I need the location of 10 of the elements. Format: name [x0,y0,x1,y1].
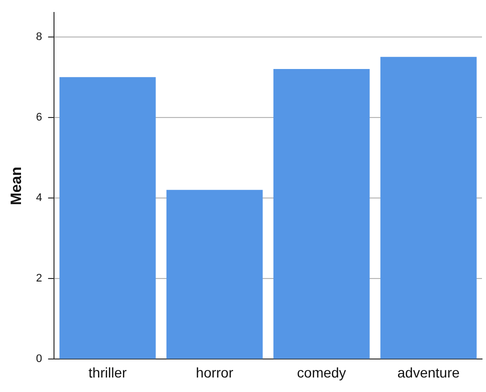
y-tick-label: 8 [36,30,42,43]
y-axis-title: Mean [8,166,26,206]
x-tick-label: comedy [297,364,346,380]
x-tick-label: horror [196,364,234,380]
y-tick-label: 4 [36,192,42,204]
y-tick-label: 6 [36,111,42,124]
y-tick-label: 2 [36,272,42,285]
x-tick-label: thriller [88,364,127,380]
y-tick-label: 0 [36,353,42,366]
x-tick-label: adventure [397,364,460,380]
